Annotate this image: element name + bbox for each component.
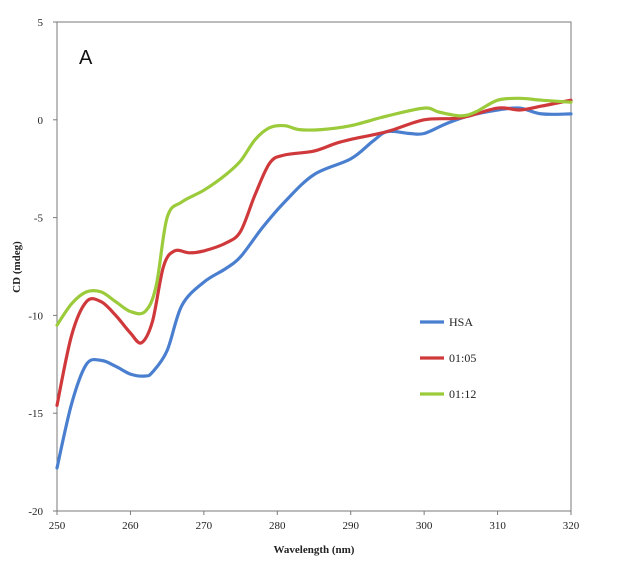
series-lines: [55, 96, 573, 470]
series-line-01-12: [55, 96, 573, 327]
y-tick-label: -10: [28, 310, 43, 322]
legend-label-01-05: 01:05: [449, 351, 476, 365]
plot-area: [56, 21, 572, 512]
x-tick-label: 300: [416, 520, 433, 532]
y-tick-label: -20: [28, 506, 43, 518]
x-tick-label: 310: [489, 520, 506, 532]
x-tick-label: 260: [122, 520, 139, 532]
x-tick-label: 270: [196, 520, 213, 532]
panel-label: A: [79, 47, 93, 69]
x-tick-label: 250: [49, 520, 66, 532]
y-axis-title: CD (mdeg): [11, 241, 23, 293]
legend: HSA 01:05 01:12: [420, 315, 476, 401]
x-axis-ticks: 250 260 270 280 290 300 310 320: [49, 511, 580, 532]
legend-label-01-12: 01:12: [449, 387, 476, 401]
x-axis-title: Wavelength (nm): [274, 544, 355, 556]
y-tick-label: -15: [28, 408, 43, 420]
series-line-01-05: [55, 98, 573, 407]
x-tick-label: 280: [269, 520, 286, 532]
legend-label-hsa: HSA: [449, 315, 473, 329]
y-tick-label: 5: [38, 17, 44, 29]
y-tick-label: -5: [34, 213, 44, 225]
y-tick-label: 0: [38, 115, 44, 127]
y-axis-ticks: 5 0 -5 -10 -15 -20: [28, 17, 57, 518]
x-tick-label: 320: [563, 520, 580, 532]
x-tick-label: 290: [342, 520, 359, 532]
